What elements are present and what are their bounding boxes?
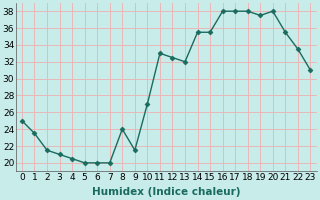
X-axis label: Humidex (Indice chaleur): Humidex (Indice chaleur) [92,187,240,197]
